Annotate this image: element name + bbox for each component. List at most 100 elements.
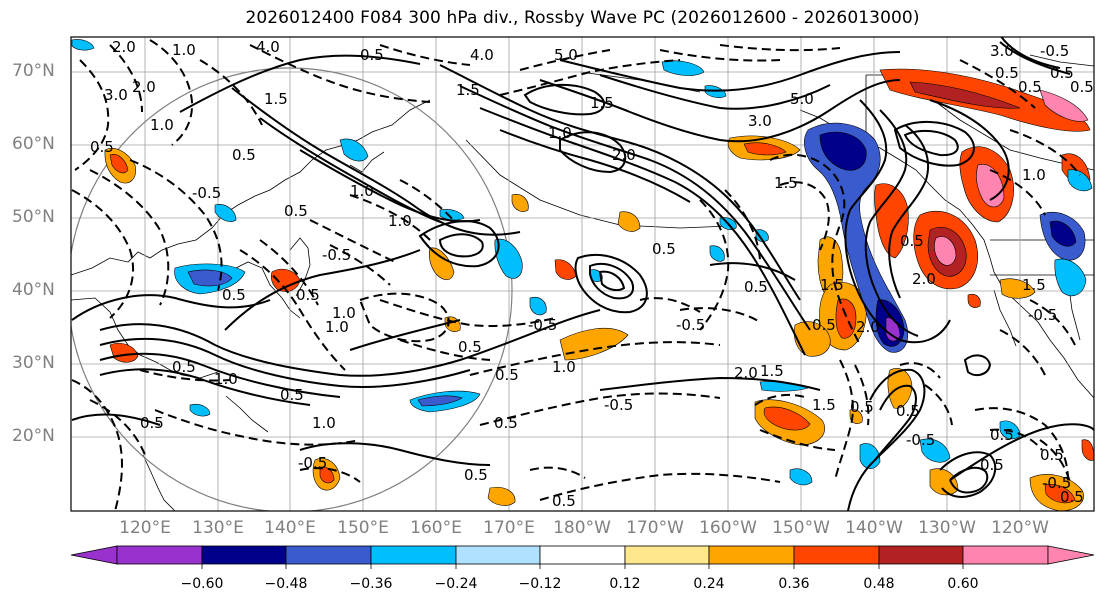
contour-label: 1.5 (590, 94, 614, 112)
colorbar-segment (285, 545, 372, 565)
lon-label: 130°E (192, 518, 244, 538)
colorbar-segment (116, 545, 203, 565)
divergence-shading (71, 39, 1094, 511)
lat-label: 20°N (12, 426, 55, 446)
contour-label: -0.5 (192, 184, 221, 202)
contour-label: 2.0 (912, 270, 936, 288)
lat-label: 30°N (12, 353, 55, 373)
contour-label: 1.0 (350, 182, 374, 200)
range-circle (71, 67, 513, 511)
lat-label: 40°N (12, 280, 55, 300)
contour-label: 1.5 (760, 362, 784, 380)
colorbar-tick-label: 0.48 (863, 576, 895, 592)
contour-label: 1.0 (548, 124, 572, 142)
contour-label: 1.5 (812, 396, 836, 414)
contour-label: 0.5 (552, 492, 576, 510)
contour-label: 3.0 (104, 86, 128, 104)
contour-label: 1.5 (774, 174, 798, 192)
contour-label: 0.5 (744, 278, 768, 296)
contour-label: 0.5 (1040, 446, 1064, 464)
contour-label: 0.5 (222, 286, 246, 304)
lon-label: 180°W (553, 518, 611, 538)
contour-label: -0.5 (906, 431, 935, 449)
colorbar-segment (793, 545, 880, 565)
colorbar-tick-label: −0.12 (518, 576, 562, 592)
contour-label: 0.5 (850, 398, 874, 416)
contour-label: -0.5 (1042, 474, 1071, 492)
contour-label: 2.0 (132, 78, 156, 96)
contour-label: 1.0 (214, 370, 238, 388)
lon-label: 170°W (626, 518, 684, 538)
colorbar-segment (539, 545, 626, 565)
lon-label: 150°E (337, 518, 389, 538)
lat-label: 70°N (12, 61, 55, 81)
contour-label: -0.5 (322, 246, 351, 264)
contour-label: 1.5 (456, 81, 480, 99)
contour-label: 2.0 (112, 38, 136, 56)
lon-label: 160°W (699, 518, 757, 538)
colorbar-tick-label: −0.36 (349, 576, 393, 592)
contour-label: 1.5 (1022, 276, 1046, 294)
contour-label: 5.0 (554, 46, 578, 64)
colorbar-tick-label: 0.36 (778, 576, 810, 592)
contour-label: 0.5 (980, 456, 1004, 474)
contour-label: 0.5 (360, 46, 384, 64)
contour-label: -0.5 (604, 396, 633, 414)
contour-label: 2.0 (856, 318, 880, 336)
lon-label: 130°W (918, 518, 976, 538)
contour-label: 0.5 (458, 338, 482, 356)
contour-label: -0.5 (298, 454, 327, 472)
contour-label: 0.5 (1060, 488, 1084, 506)
contour-label: 0.5 (652, 240, 676, 258)
colorbar-tick-label: 0.60 (947, 576, 979, 592)
colorbar-tick-label: −0.24 (434, 576, 478, 592)
contour-label: 1.0 (1022, 166, 1046, 184)
rossby-contours (71, 37, 1094, 511)
colorbar-segment (201, 545, 287, 565)
lon-label: 120°W (991, 518, 1049, 538)
colorbar-segment (370, 545, 457, 565)
lon-label: 140°W (845, 518, 903, 538)
colorbar-tick-label: 0.24 (693, 576, 725, 592)
contour-label: 1.0 (325, 318, 349, 336)
contour-label: -0.5 (1040, 42, 1069, 60)
colorbar-tick-label: −0.48 (264, 576, 308, 592)
contour-label: 0.5 (90, 138, 114, 156)
contour-label: 4.0 (470, 46, 494, 64)
contour-label: 0.5 (140, 414, 164, 432)
contour-label: 0.5 (1050, 64, 1074, 82)
contour-label: 0.5 (1070, 78, 1094, 96)
contour-label: 0.5 (172, 358, 196, 376)
colorbar-segment (878, 545, 964, 565)
contour-label: 1.0 (552, 358, 576, 376)
contour-label: 3.0 (748, 112, 772, 130)
contour-label: 1.0 (332, 304, 356, 322)
colorbar-segment (708, 545, 795, 565)
contour-label: 1.0 (172, 41, 196, 59)
contour-label: 0.5 (232, 146, 256, 164)
contour-label: 0.5 (812, 316, 836, 334)
contour-label: 2.0 (734, 364, 758, 382)
contour-label: 2.0 (612, 146, 636, 164)
contour-label: 1.5 (264, 90, 288, 108)
map-frame (70, 36, 1095, 512)
contour-label: 1.0 (150, 116, 174, 134)
contour-label: 0.5 (990, 426, 1014, 444)
colorbar-segment (962, 545, 1049, 565)
contour-label: -0.5 (1028, 306, 1057, 324)
lat-label: 50°N (12, 207, 55, 227)
colorbar (70, 545, 1095, 569)
colorbar-segment (70, 545, 118, 565)
lon-label: 160°E (410, 518, 462, 538)
lon-label: 150°W (772, 518, 830, 538)
contour-label: 0.5 (900, 232, 924, 250)
contour-label: 0.5 (464, 466, 488, 484)
lat-label: 60°N (12, 134, 55, 154)
contour-label: -0.5 (676, 316, 705, 334)
contour-label: 0.5 (1018, 78, 1042, 96)
colorbar-segment (455, 545, 541, 565)
contour-labels: 2.0 1.0 4.0 5.0 4.0 0.5 3.0 2.0 1.5 1.0 … (90, 38, 1094, 510)
contour-label: 0.5 (495, 366, 519, 384)
colorbar-segment (624, 545, 710, 565)
